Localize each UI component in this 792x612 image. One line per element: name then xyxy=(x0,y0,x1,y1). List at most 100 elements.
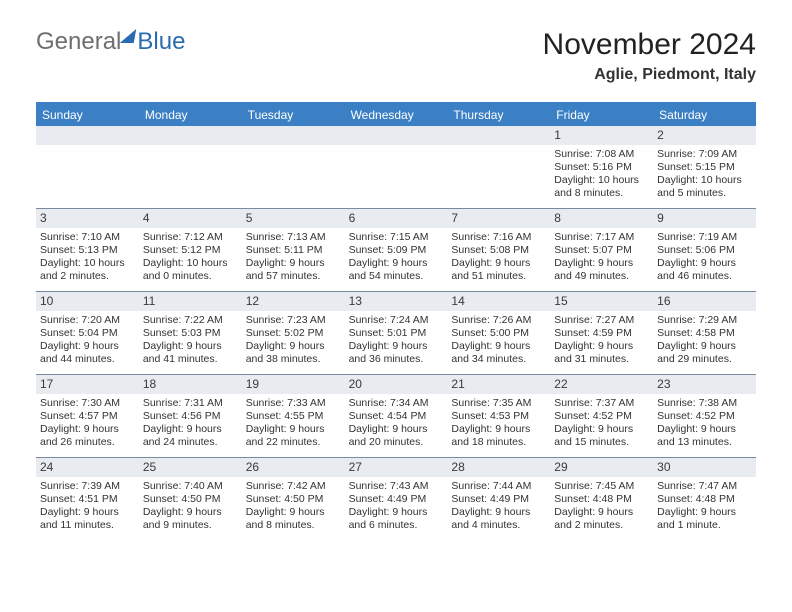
day-detail: and 5 minutes. xyxy=(657,187,752,200)
day-detail: Sunset: 5:01 PM xyxy=(349,327,444,340)
day-detail: Sunset: 5:08 PM xyxy=(451,244,546,257)
day-detail: Sunset: 5:04 PM xyxy=(40,327,135,340)
day-cell: 30 Sunrise: 7:47 AMSunset: 4:48 PMDayligh… xyxy=(653,458,756,540)
day-cell: 2Sunrise: 7:09 AMSunset: 5:15 PMDaylight… xyxy=(653,126,756,208)
day-cell: 20Sunrise: 7:34 AMSunset: 4:54 PMDayligh… xyxy=(345,375,448,457)
weeks-container: 1Sunrise: 7:08 AMSunset: 5:16 PMDaylight… xyxy=(36,126,756,540)
day-number: 18 xyxy=(139,375,242,394)
day-detail: Sunset: 5:16 PM xyxy=(554,161,649,174)
day-cell xyxy=(345,126,448,208)
day-number: 30 xyxy=(653,458,756,477)
day-number: 6 xyxy=(345,209,448,228)
day-cell: 11Sunrise: 7:22 AMSunset: 5:03 PMDayligh… xyxy=(139,292,242,374)
day-cell: 24Sunrise: 7:39 AMSunset: 4:51 PMDayligh… xyxy=(36,458,139,540)
dow-wednesday: Wednesday xyxy=(345,104,448,126)
day-detail: Sunset: 4:58 PM xyxy=(657,327,752,340)
day-detail: Sunrise: 7:16 AM xyxy=(451,231,546,244)
day-detail: Sunrise: 7:08 AM xyxy=(554,148,649,161)
logo-text-blue: Blue xyxy=(137,28,185,56)
day-cell: 9Sunrise: 7:19 AMSunset: 5:06 PMDaylight… xyxy=(653,209,756,291)
day-detail: Sunset: 4:48 PM xyxy=(554,493,649,506)
day-detail: Daylight: 10 hours xyxy=(554,174,649,187)
day-number: 23 xyxy=(653,375,756,394)
day-number-empty xyxy=(447,126,550,145)
dow-saturday: Saturday xyxy=(653,104,756,126)
day-detail: and 22 minutes. xyxy=(246,436,341,449)
day-cell: 18Sunrise: 7:31 AMSunset: 4:56 PMDayligh… xyxy=(139,375,242,457)
day-detail: Sunset: 5:12 PM xyxy=(143,244,238,257)
day-cell: 10Sunrise: 7:20 AMSunset: 5:04 PMDayligh… xyxy=(36,292,139,374)
day-cell: 8Sunrise: 7:17 AMSunset: 5:07 PMDaylight… xyxy=(550,209,653,291)
day-detail: Sunrise: 7:37 AM xyxy=(554,397,649,410)
week-row: 3Sunrise: 7:10 AMSunset: 5:13 PMDaylight… xyxy=(36,209,756,292)
day-detail: Daylight: 9 hours xyxy=(451,506,546,519)
day-detail: Daylight: 9 hours xyxy=(451,257,546,270)
day-detail: Daylight: 9 hours xyxy=(349,423,444,436)
day-detail: Sunrise: 7:19 AM xyxy=(657,231,752,244)
logo: General Blue xyxy=(36,28,185,56)
day-detail: Sunset: 4:52 PM xyxy=(657,410,752,423)
day-cell: 3Sunrise: 7:10 AMSunset: 5:13 PMDaylight… xyxy=(36,209,139,291)
week-row: 17Sunrise: 7:30 AMSunset: 4:57 PMDayligh… xyxy=(36,375,756,458)
day-detail: Sunrise: 7:22 AM xyxy=(143,314,238,327)
day-number: 3 xyxy=(36,209,139,228)
day-detail: and 57 minutes. xyxy=(246,270,341,283)
day-detail: Daylight: 9 hours xyxy=(657,506,752,519)
day-detail: and 51 minutes. xyxy=(451,270,546,283)
day-detail: Sunrise: 7:47 AM xyxy=(657,480,752,493)
day-detail: Sunrise: 7:40 AM xyxy=(143,480,238,493)
day-detail: and 6 minutes. xyxy=(349,519,444,532)
day-detail: Sunrise: 7:44 AM xyxy=(451,480,546,493)
day-detail: Sunset: 5:09 PM xyxy=(349,244,444,257)
day-detail: Sunset: 4:59 PM xyxy=(554,327,649,340)
day-detail: Daylight: 9 hours xyxy=(657,423,752,436)
day-detail: Daylight: 10 hours xyxy=(657,174,752,187)
day-detail: and 49 minutes. xyxy=(554,270,649,283)
day-number-empty xyxy=(139,126,242,145)
day-detail: and 2 minutes. xyxy=(554,519,649,532)
day-number: 16 xyxy=(653,292,756,311)
day-cell: 22Sunrise: 7:37 AMSunset: 4:52 PMDayligh… xyxy=(550,375,653,457)
day-number: 25 xyxy=(139,458,242,477)
day-number-empty xyxy=(242,126,345,145)
day-number: 12 xyxy=(242,292,345,311)
day-detail: Sunrise: 7:10 AM xyxy=(40,231,135,244)
day-number: 22 xyxy=(550,375,653,394)
day-detail: Sunset: 4:48 PM xyxy=(657,493,752,506)
day-number: 8 xyxy=(550,209,653,228)
day-detail: and 15 minutes. xyxy=(554,436,649,449)
day-detail: Sunset: 4:51 PM xyxy=(40,493,135,506)
day-detail: Daylight: 9 hours xyxy=(246,506,341,519)
day-detail: Daylight: 9 hours xyxy=(349,257,444,270)
day-cell: 25 Sunrise: 7:40 AMSunset: 4:50 PMDayligh… xyxy=(139,458,242,540)
day-detail: Daylight: 9 hours xyxy=(451,340,546,353)
logo-triangle-icon xyxy=(120,29,136,43)
day-detail: and 44 minutes. xyxy=(40,353,135,366)
dow-thursday: Thursday xyxy=(447,104,550,126)
day-cell: 5Sunrise: 7:13 AMSunset: 5:11 PMDaylight… xyxy=(242,209,345,291)
day-number: 2 xyxy=(653,126,756,145)
day-detail: Daylight: 9 hours xyxy=(40,340,135,353)
day-detail: Sunset: 5:07 PM xyxy=(554,244,649,257)
day-detail: and 29 minutes. xyxy=(657,353,752,366)
day-number: 1 xyxy=(550,126,653,145)
day-cell xyxy=(447,126,550,208)
day-detail: Sunset: 4:50 PM xyxy=(246,493,341,506)
day-cell xyxy=(242,126,345,208)
day-number: 11 xyxy=(139,292,242,311)
day-detail: Sunrise: 7:29 AM xyxy=(657,314,752,327)
day-detail: Sunset: 4:50 PM xyxy=(143,493,238,506)
day-cell: 4Sunrise: 7:12 AMSunset: 5:12 PMDaylight… xyxy=(139,209,242,291)
day-number: 9 xyxy=(653,209,756,228)
day-detail: Daylight: 9 hours xyxy=(143,506,238,519)
day-detail: Daylight: 9 hours xyxy=(246,423,341,436)
day-detail: Sunset: 4:54 PM xyxy=(349,410,444,423)
day-cell: 15Sunrise: 7:27 AMSunset: 4:59 PMDayligh… xyxy=(550,292,653,374)
day-detail: and 46 minutes. xyxy=(657,270,752,283)
day-detail: Sunrise: 7:12 AM xyxy=(143,231,238,244)
day-detail: Sunrise: 7:15 AM xyxy=(349,231,444,244)
day-detail: Sunrise: 7:42 AM xyxy=(246,480,341,493)
day-detail: and 38 minutes. xyxy=(246,353,341,366)
day-detail: Sunrise: 7:13 AM xyxy=(246,231,341,244)
day-detail: Sunrise: 7:45 AM xyxy=(554,480,649,493)
